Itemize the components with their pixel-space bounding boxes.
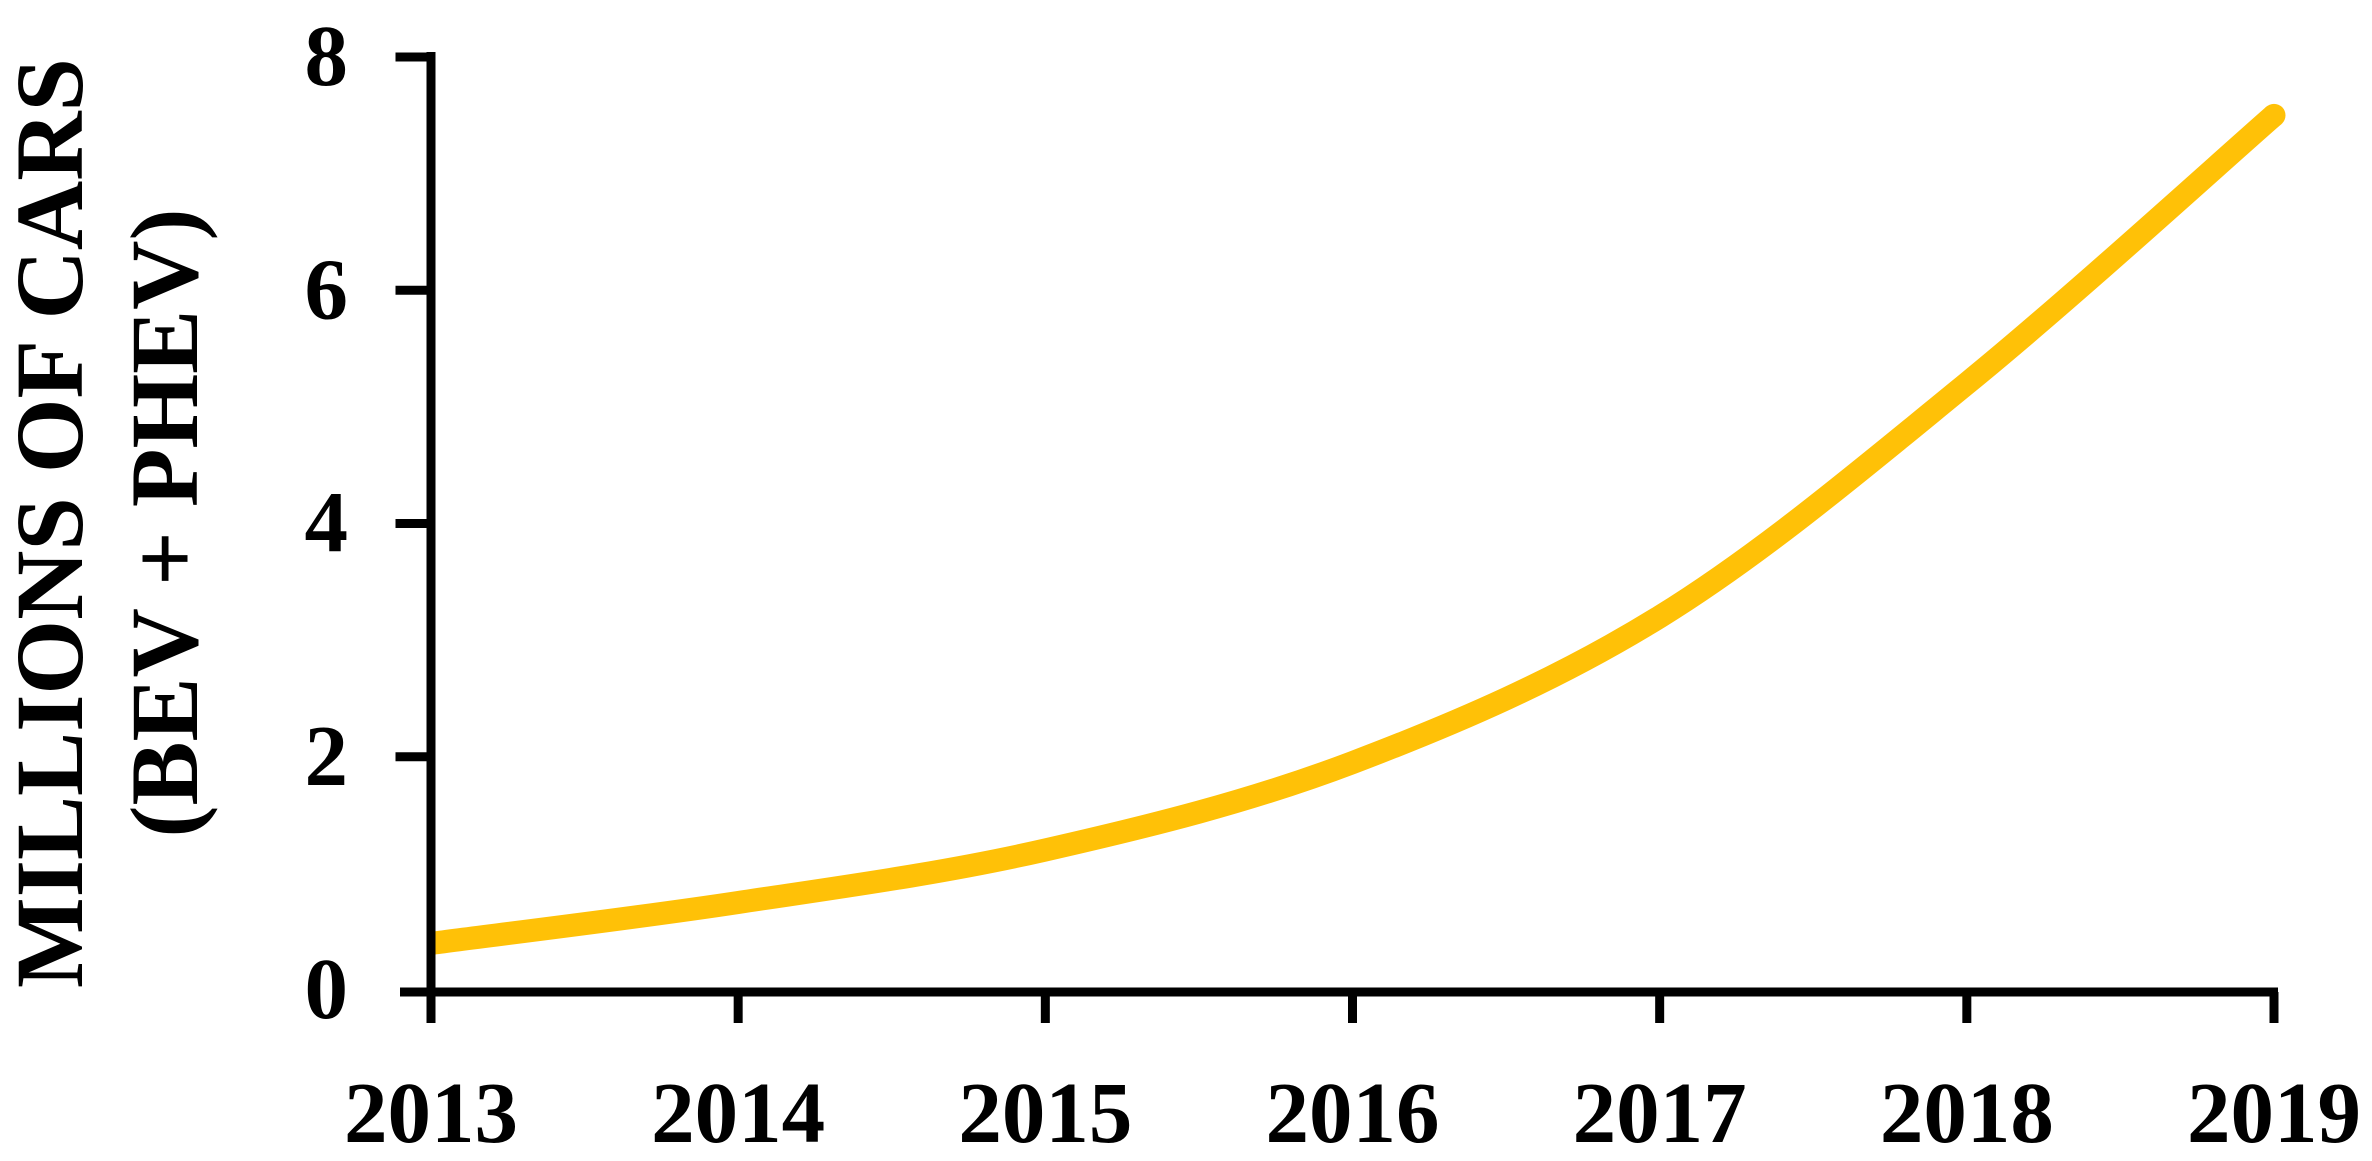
- x-tick-label: 2019: [2187, 1064, 2361, 1161]
- y-tick-label: 0: [305, 940, 349, 1037]
- y-axis-tick-labels: 0 2 4 6 8: [305, 7, 349, 1037]
- x-axis-ticks: [426, 992, 2279, 1023]
- y-tick-label: 8: [305, 7, 349, 104]
- y-tick-label: 6: [305, 240, 349, 337]
- x-tick-label: 2013: [344, 1064, 518, 1161]
- x-tick-label: 2014: [651, 1064, 825, 1161]
- y-axis-ticks: [395, 52, 431, 762]
- y-axis-title-line2: (BEV + PHEV): [111, 209, 218, 838]
- x-tick-label: 2018: [1880, 1064, 2054, 1161]
- x-tick-label: 2015: [958, 1064, 1132, 1161]
- series-line-end-cap: [2262, 103, 2286, 127]
- x-tick-label: 2017: [1573, 1064, 1747, 1161]
- y-tick-label: 4: [305, 474, 349, 571]
- y-axis-title-line1: MILLIONS OF CARS: [0, 58, 103, 988]
- ev-stock-series-line: [429, 106, 2282, 955]
- x-tick-label: 2016: [1266, 1064, 1440, 1161]
- y-tick-label: 2: [305, 707, 349, 804]
- axes: [395, 52, 2279, 1023]
- x-axis-tick-labels: 2013 2014 2015 2016 2017 2018 2019: [344, 1064, 2361, 1161]
